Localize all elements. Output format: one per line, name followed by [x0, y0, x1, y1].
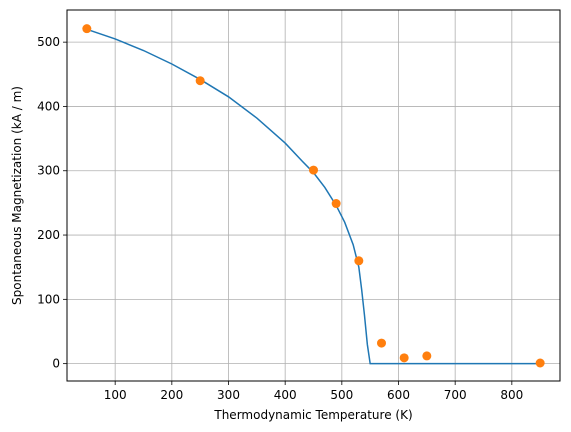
x-tick-label: 500: [330, 388, 353, 402]
measured-points: [82, 24, 545, 368]
x-axis-ticks: 100 200 300 400 500 600 700 800: [104, 381, 523, 402]
x-tick-label: 400: [274, 388, 297, 402]
y-axis-label: Spontaneous Magnetization (kA / m): [10, 86, 24, 305]
x-tick-label: 300: [217, 388, 240, 402]
grid-lines: [67, 10, 560, 381]
y-axis-ticks: 0 100 200 300 400 500: [37, 35, 67, 371]
plot-frame: [66, 9, 561, 382]
y-tick-label: 0: [52, 357, 60, 371]
x-tick-label: 200: [160, 388, 183, 402]
y-tick-label: 400: [37, 99, 60, 113]
data-point: [399, 353, 409, 363]
data-point: [82, 24, 92, 34]
x-axis-label: Thermodynamic Temperature (K): [213, 408, 412, 422]
data-point: [535, 358, 545, 368]
data-point: [309, 165, 318, 175]
x-tick-label: 100: [104, 388, 127, 402]
y-tick-label: 100: [37, 292, 60, 306]
curve-line: [86, 28, 541, 365]
x-tick-label: 700: [444, 388, 467, 402]
x-tick-label: 800: [500, 388, 523, 402]
y-tick-label: 200: [37, 228, 60, 242]
data-point: [422, 351, 432, 361]
x-tick-label: 600: [387, 388, 410, 402]
data-point: [331, 199, 341, 209]
data-point: [354, 256, 364, 266]
y-tick-label: 500: [37, 35, 60, 49]
data-point: [377, 338, 386, 348]
y-tick-label: 300: [37, 164, 60, 178]
magnetization-curve: [86, 28, 541, 365]
data-point: [195, 76, 205, 86]
